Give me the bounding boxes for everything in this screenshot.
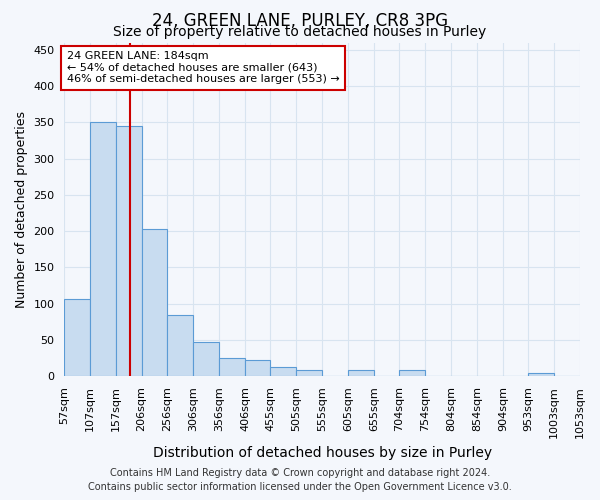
Bar: [348, 370, 374, 376]
Bar: [116, 126, 142, 376]
Bar: [193, 342, 219, 376]
Bar: [271, 368, 296, 376]
Y-axis label: Number of detached properties: Number of detached properties: [15, 111, 28, 308]
X-axis label: Distribution of detached houses by size in Purley: Distribution of detached houses by size …: [152, 446, 492, 460]
Bar: [142, 229, 167, 376]
Bar: [167, 314, 193, 376]
Bar: [400, 370, 425, 376]
Bar: [90, 122, 116, 376]
Bar: [219, 358, 245, 376]
Bar: [528, 374, 554, 376]
Text: Size of property relative to detached houses in Purley: Size of property relative to detached ho…: [113, 25, 487, 39]
Bar: [296, 370, 322, 376]
Bar: [64, 298, 90, 376]
Bar: [245, 360, 271, 376]
Text: 24, GREEN LANE, PURLEY, CR8 3PG: 24, GREEN LANE, PURLEY, CR8 3PG: [152, 12, 448, 30]
Text: 24 GREEN LANE: 184sqm
← 54% of detached houses are smaller (643)
46% of semi-det: 24 GREEN LANE: 184sqm ← 54% of detached …: [67, 51, 340, 84]
Text: Contains HM Land Registry data © Crown copyright and database right 2024.
Contai: Contains HM Land Registry data © Crown c…: [88, 468, 512, 492]
